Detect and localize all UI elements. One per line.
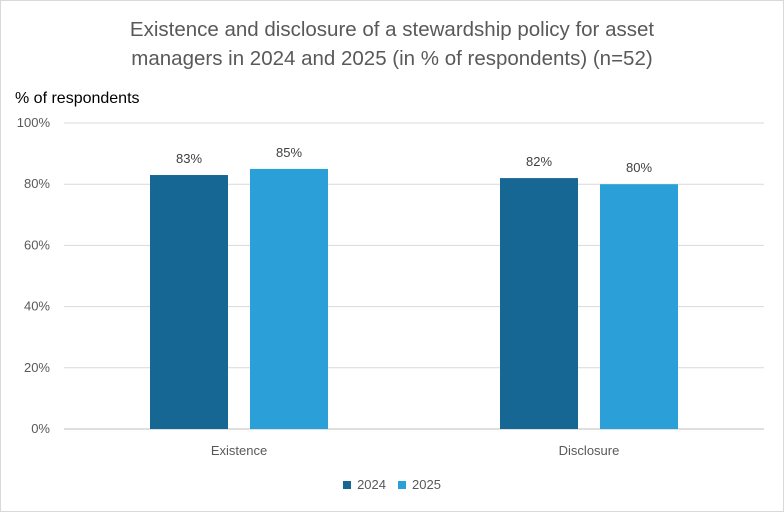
bar [250,168,328,429]
y-tick-label: 100% [17,115,51,130]
y-axis-title: % of respondents [15,90,140,107]
chart-title: Existence and disclosure of a stewardshi… [129,18,655,70]
bar [150,175,228,429]
bar [600,184,678,429]
y-tick-label: 40% [24,299,50,314]
legend-swatch [343,480,352,489]
y-tick-label: 80% [24,176,50,191]
legend: 2024 2025 [1,477,783,492]
x-tick-label: Existence [211,443,267,458]
legend-item: 2024 [343,477,386,492]
legend-label: 2025 [412,477,441,492]
y-tick-label: 20% [24,360,50,375]
data-label: 83% [176,151,202,166]
data-label: 85% [276,145,302,160]
data-label: 82% [526,154,552,169]
data-label: 80% [626,160,652,175]
legend-label: 2024 [357,477,386,492]
legend-item: 2025 [398,477,441,492]
y-tick-label: 0% [31,421,50,436]
legend-swatch [398,480,406,489]
y-tick-label: 60% [24,237,50,252]
x-tick-label: Disclosure [559,443,620,458]
bar [500,178,578,429]
